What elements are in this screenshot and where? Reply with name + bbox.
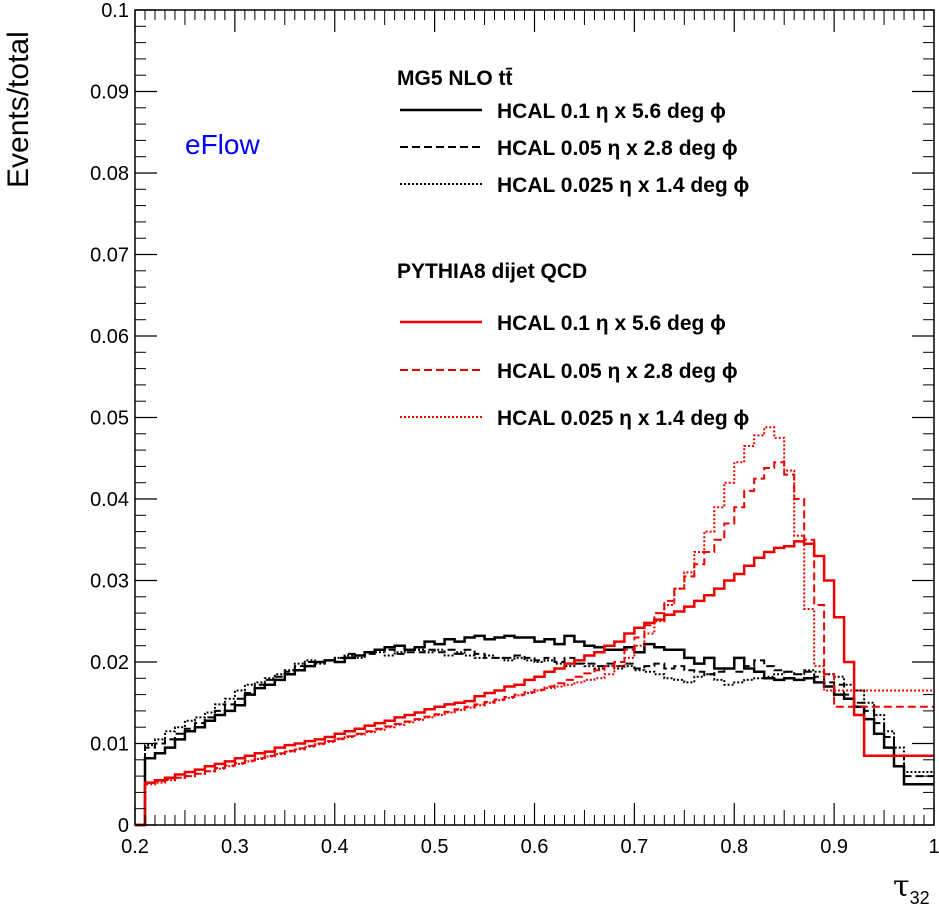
y-tick-label: 0.02 <box>90 652 129 674</box>
eflow-annotation: eFlow <box>185 129 260 160</box>
y-tick-label: 0.03 <box>90 571 129 593</box>
x-axis-label: τ32 <box>893 869 930 908</box>
legend: MG5 NLO tt̄ HCAL 0.1 η x 5.6 deg ϕ HCAL 0.… <box>397 67 749 430</box>
series-group <box>135 426 934 827</box>
legend-group-header: PYTHIA8 dijet QCD <box>397 260 587 283</box>
axes-group: 0.2 0.3 0.4 0.5 0.6 0.7 0.8 0.9 1 0 0.01 0.02 0.03 0.… <box>90 0 939 858</box>
y-tick-label: 0.08 <box>90 163 129 185</box>
y-tick-label: 0.07 <box>90 245 129 267</box>
y-tick-label: 0 <box>118 815 129 837</box>
y-tick-label: 0.04 <box>90 489 129 511</box>
series-line-3 <box>135 540 934 827</box>
x-tick-label: 1 <box>928 836 939 858</box>
y-tick-label: 0.06 <box>90 326 129 348</box>
x-tick-label: 0.6 <box>521 836 549 858</box>
y-tick-label: 0.09 <box>90 82 129 104</box>
legend-label: HCAL 0.05 η x 2.8 deg ϕ <box>497 360 738 383</box>
x-tick-label: 0.8 <box>720 836 748 858</box>
series-line-2 <box>135 648 934 826</box>
series-line-0 <box>135 634 934 827</box>
legend-label: HCAL 0.025 η x 1.4 deg ϕ <box>497 407 749 430</box>
legend-label: HCAL 0.1 η x 5.6 deg ϕ <box>497 312 726 335</box>
series-line-5 <box>135 426 934 826</box>
x-axis-label-main: τ <box>893 869 910 904</box>
x-axis-label-subscript: 32 <box>910 888 930 908</box>
y-tick-label: 0.01 <box>90 734 129 756</box>
x-tick-label: 0.5 <box>421 836 449 858</box>
y-tick-label: 0.1 <box>101 0 129 22</box>
x-tick-label: 0.7 <box>620 836 648 858</box>
x-tick-label: 0.2 <box>121 836 149 858</box>
x-tick-label: 0.3 <box>221 836 249 858</box>
x-tick-label: 0.9 <box>820 836 848 858</box>
x-tick-label: 0.4 <box>321 836 349 858</box>
legend-label: HCAL 0.1 η x 5.6 deg ϕ <box>497 100 726 123</box>
legend-group-header: MG5 NLO tt̄ <box>397 67 513 90</box>
legend-label: HCAL 0.025 η x 1.4 deg ϕ <box>497 174 749 197</box>
y-tick-label: 0.05 <box>90 408 129 430</box>
legend-label: HCAL 0.05 η x 2.8 deg ϕ <box>497 137 738 160</box>
y-axis-label: Events/total <box>2 31 35 188</box>
